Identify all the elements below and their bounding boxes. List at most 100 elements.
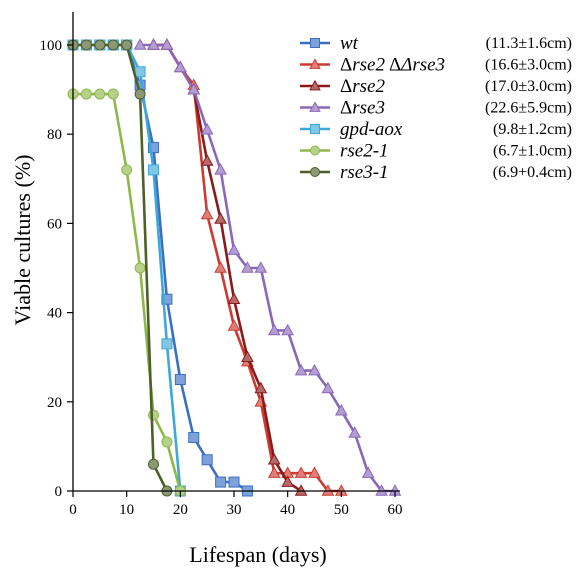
legend-swatch-marker [310,38,320,48]
data-point [281,475,295,487]
y-tick-label: 60 [47,216,62,232]
data-point [80,88,92,100]
data-point [308,363,321,376]
legend-label-delta: Δ [340,55,352,76]
data-point [308,466,321,478]
data-point [107,88,119,100]
data-point [267,453,281,465]
legend-entry-wt: wt (11.3±1.6cm) [300,33,572,54]
data-point [188,431,200,443]
legend-swatch-marker [310,167,320,177]
data-point [294,484,308,496]
legend-label-delta: Δ [389,55,401,76]
data-point [321,484,335,496]
data-point [215,476,227,488]
legend-label-text: Δrse3 [400,55,445,76]
data-point [241,261,254,273]
series-gpd-aox [67,39,186,497]
legend-label-text: rse3-1 [340,162,389,183]
data-point [148,164,159,176]
legend-label-delta: Δ [340,76,352,97]
data-point [160,38,174,50]
data-point [227,243,241,255]
data-point [148,458,159,470]
legend-label: wt [340,33,359,54]
data-point [173,60,187,73]
legend-label-delta: Δ [340,98,352,119]
data-point [134,262,146,274]
data-point [148,142,159,154]
data-point [80,39,92,51]
data-point [214,261,227,273]
legend-label: Δrse2 [340,76,385,97]
legend-stat: (6.7±1.0cm) [493,143,572,160]
y-tick-label: 80 [47,127,62,143]
data-point [200,123,214,135]
y-axis-title: Viable cultures (%) [10,155,35,326]
data-point [133,38,147,50]
data-point [334,403,348,416]
legend-label: rse2-1 [340,141,389,162]
series-rse3 [133,38,402,496]
x-axis-title: Lifespan (days) [189,542,326,567]
data-point [241,350,254,362]
legend-label: rse3-1 [340,162,389,183]
data-point [187,82,201,95]
legend-label-text: rse2-1 [340,141,389,162]
data-point [214,212,227,224]
legend-stat: (9.8±1.2cm) [493,121,572,138]
data-point [121,164,133,176]
data-point [201,454,213,466]
data-point [161,338,173,350]
data-point [161,436,173,448]
legend-swatch-marker [309,79,321,91]
legend-stat: (11.3±1.6cm) [486,35,572,52]
series-rse3-1 [67,39,173,497]
axes [72,12,400,492]
y-tick-label: 20 [47,395,62,411]
x-tick-label: 10 [119,502,134,518]
legend-entry-rse3: Δrse3 (22.6±5.9cm) [300,98,572,119]
legend-label-text: rse2 [352,55,385,76]
x-tick-label: 20 [173,502,188,518]
data-point [294,466,308,478]
y-tick-label: 0 [55,484,63,500]
data-point [107,39,119,51]
legend-label-text: rse3 [352,98,385,119]
data-point [147,38,160,50]
legend-stat: (6.9+0.4cm) [493,164,572,181]
legend-swatch-marker [310,145,320,156]
series-rse2-1 [67,88,186,497]
data-point [161,293,173,305]
legend-swatch-marker [309,58,321,69]
x-tick-label: 40 [280,502,295,518]
data-point [94,88,106,100]
ticks: 0 10 20 30 40 50 60 0 20 40 60 80 100 [40,38,403,518]
series-line [153,43,302,493]
data-point [281,323,295,336]
legend-entry-rse2-1: rse2-1 (6.7±1.0cm) [300,141,572,162]
x-tick-label: 30 [227,502,242,518]
legend-stat: (16.6±3.0cm) [485,57,572,74]
data-point [348,426,362,438]
legend-label: Δrse3 [340,98,385,119]
data-point [267,466,281,478]
data-point [227,292,241,304]
legend-swatch-marker [309,101,321,112]
x-tick-label: 0 [69,502,77,518]
data-point [134,88,146,100]
data-point [267,323,281,336]
data-point [94,39,106,51]
legend-entry-rse2: Δrse2 (17.0±3.0cm) [300,76,572,97]
data-point [174,374,186,385]
data-point [375,484,388,496]
y-tick-label: 40 [47,306,62,322]
data-point [214,163,227,175]
legend-entry-gpd-aox: gpd-aox (9.8±1.2cm) [300,119,572,140]
data-point [121,39,133,51]
data-point [148,409,159,421]
legend-label-text: rse2 [352,76,385,97]
x-tick-label: 60 [388,502,403,518]
legend-stat: (17.0±3.0cm) [485,78,572,95]
